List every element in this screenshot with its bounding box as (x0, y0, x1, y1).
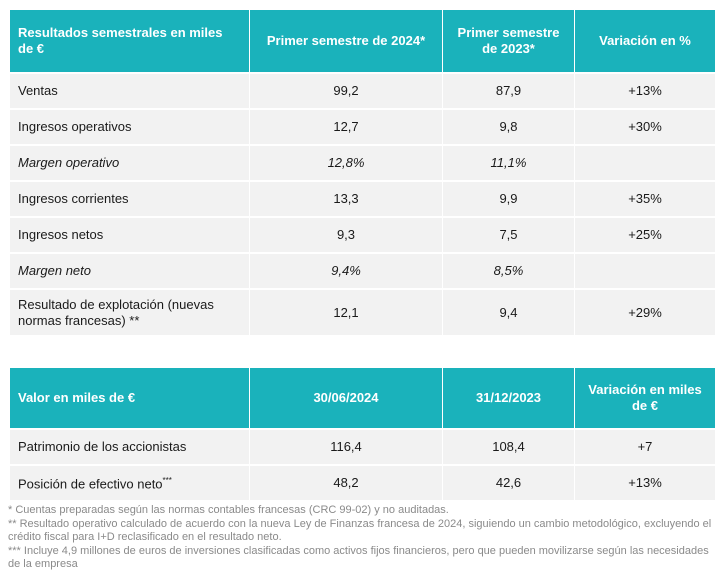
footnote-marker: *** (162, 476, 172, 486)
table-row: Margen operativo 12,8% 11,1% (10, 144, 715, 180)
table-header: Resultados semestrales en miles de € Pri… (10, 10, 715, 72)
balance-values-table: Valor en miles de € 30/06/2024 31/12/202… (10, 368, 715, 500)
row-label: Margen neto (10, 252, 250, 288)
row-label: Ingresos operativos (10, 108, 250, 144)
value-2023: 11,1% (443, 144, 575, 180)
row-label-text: Posición de efectivo neto (18, 476, 163, 492)
header-cell: Variación en % (575, 10, 715, 72)
value-2023: 108,4 (443, 428, 575, 464)
value-2024: 99,2 (250, 72, 443, 108)
row-label: Ingresos corrientes (10, 180, 250, 216)
footnotes: * Cuentas preparadas según las normas co… (8, 504, 718, 572)
row-label: Patrimonio de los accionistas (10, 428, 250, 464)
header-cell: Resultados semestrales en miles de € (10, 10, 250, 72)
value-2024: 48,2 (250, 464, 443, 500)
value-2023: 8,5% (443, 252, 575, 288)
row-label: Posición de efectivo neto*** (10, 464, 250, 500)
value-2024: 13,3 (250, 180, 443, 216)
variation: +25% (575, 216, 715, 252)
variation: +13% (575, 72, 715, 108)
table-row: Patrimonio de los accionistas 116,4 108,… (10, 428, 715, 464)
semester-results-table: Resultados semestrales en miles de € Pri… (10, 10, 715, 335)
value-2023: 87,9 (443, 72, 575, 108)
footnote: ** Resultado operativo calculado de acue… (8, 517, 712, 544)
header-cell: 31/12/2023 (443, 368, 575, 428)
table-row: Posición de efectivo neto*** 48,2 42,6 +… (10, 464, 715, 500)
value-2024: 12,7 (250, 108, 443, 144)
table-row: Ingresos corrientes 13,3 9,9 +35% (10, 180, 715, 216)
value-2023: 9,8 (443, 108, 575, 144)
variation (575, 252, 715, 288)
footnote: * Cuentas preparadas según las normas co… (8, 504, 449, 516)
value-2023: 9,4 (443, 288, 575, 335)
variation: +35% (575, 180, 715, 216)
row-label: Margen operativo (10, 144, 250, 180)
value-2024: 9,4% (250, 252, 443, 288)
footnote: *** Incluye 4,9 millones de euros de inv… (8, 544, 709, 571)
value-2024: 12,8% (250, 144, 443, 180)
header-cell: Variación en miles de € (575, 368, 715, 428)
header-cell: 30/06/2024 (250, 368, 443, 428)
variation: +30% (575, 108, 715, 144)
variation (575, 144, 715, 180)
row-label: Ingresos netos (10, 216, 250, 252)
table-row: Ingresos operativos 12,7 9,8 +30% (10, 108, 715, 144)
row-label-text: Patrimonio de los accionistas (18, 439, 187, 454)
row-label: Resultado de explotación (nuevas normas … (10, 288, 250, 335)
header-cell: Primer semestre de 2023* (443, 10, 575, 72)
table-row: Resultado de explotación (nuevas normas … (10, 288, 715, 335)
variation: +13% (575, 464, 715, 500)
value-2023: 7,5 (443, 216, 575, 252)
header-cell: Primer semestre de 2024* (250, 10, 443, 72)
value-2024: 9,3 (250, 216, 443, 252)
row-label: Ventas (10, 72, 250, 108)
header-cell: Valor en miles de € (10, 368, 250, 428)
table-row: Ventas 99,2 87,9 +13% (10, 72, 715, 108)
value-2024: 12,1 (250, 288, 443, 335)
variation: +7 (575, 428, 715, 464)
value-2023: 42,6 (443, 464, 575, 500)
table-header: Valor en miles de € 30/06/2024 31/12/202… (10, 368, 715, 428)
table-row: Margen neto 9,4% 8,5% (10, 252, 715, 288)
variation: +29% (575, 288, 715, 335)
value-2024: 116,4 (250, 428, 443, 464)
value-2023: 9,9 (443, 180, 575, 216)
table-row: Ingresos netos 9,3 7,5 +25% (10, 216, 715, 252)
